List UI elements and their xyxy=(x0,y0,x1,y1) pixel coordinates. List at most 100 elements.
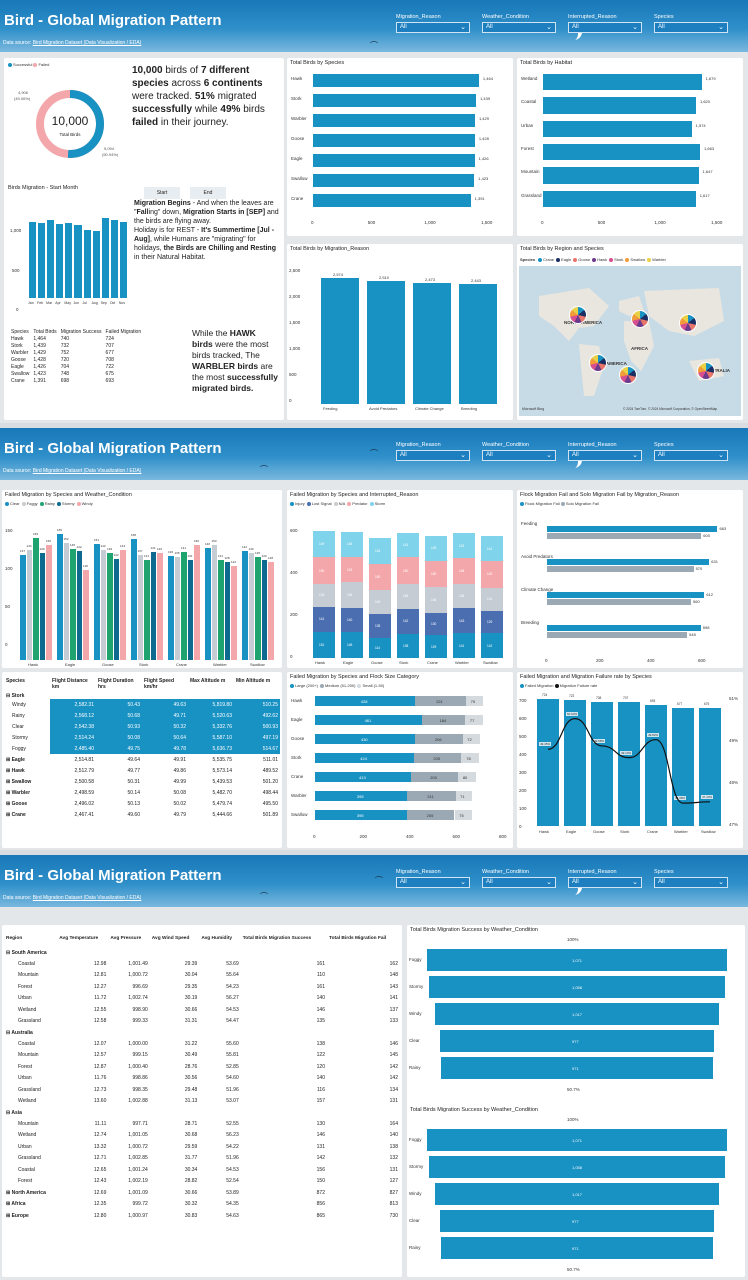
table-row[interactable]: ⊞ Crane 2,467.41 49.60 49.79 5,444.66 501.89 xyxy=(4,809,280,820)
table-row[interactable]: Mountain 12.57 999.15 30.49 55.81 122 145 xyxy=(4,1050,400,1062)
table-row[interactable]: Grassland 12.73 998.35 29.48 51.96 116 134 xyxy=(4,1084,400,1096)
slicer-dropdown[interactable]: All ⌄ xyxy=(568,450,642,461)
table-row[interactable]: Foggy 2,485.40 49.75 49.78 5,636.73 514.67 xyxy=(4,743,280,754)
slicer-dropdown[interactable]: All ⌄ xyxy=(396,22,470,33)
region-pie[interactable] xyxy=(569,306,587,324)
species-summary-table[interactable]: Species Total Birds Migration Success Faile… xyxy=(9,328,143,384)
table-row[interactable]: Urban 11.76 998.86 30.56 54.60 140 142 xyxy=(4,1073,400,1085)
slicer-migration-reason[interactable]: Migration_Reason All ⌄ xyxy=(396,869,470,888)
table-row[interactable]: Mountain 12.81 1,000.72 30.04 55.64 110 148 xyxy=(4,970,400,982)
chart-title: Failed Migration by Species and Flock Si… xyxy=(290,674,420,680)
table-row[interactable]: Wetland 12.55 998.90 30.66 54.53 146 137 xyxy=(4,1004,400,1016)
table-row[interactable]: Crane 1,391 698 693 xyxy=(9,377,143,384)
table-row[interactable]: Goose 1,428 720 708 xyxy=(9,356,143,363)
slicer-species[interactable]: Species All ⌄ xyxy=(654,869,728,888)
table-row[interactable]: Coastal 12.65 1,001.24 30.34 54.53 156 131 xyxy=(4,1164,400,1176)
region-pie[interactable] xyxy=(589,354,607,372)
table-row[interactable]: ⊞ Europe 12.80 1,000.97 30.83 54.63 865 730 xyxy=(4,1210,400,1222)
slicer-dropdown[interactable]: All ⌄ xyxy=(396,877,470,888)
table-row[interactable]: Warbler 1,429 752 677 xyxy=(9,349,143,356)
table-row[interactable]: Urban 11.72 1,002.74 30.19 56.27 140 141 xyxy=(4,993,400,1005)
table-row[interactable]: Coastal 12.98 1,001.49 29.39 53.69 161 162 xyxy=(4,958,400,970)
reason-bar-chart[interactable]: 2,500 2,000 1,500 1,000 500 0 2,574 Feeding 2,51… xyxy=(287,256,513,420)
slicer-dropdown[interactable]: All ⌄ xyxy=(396,450,470,461)
table-row[interactable]: Rainy 2,568.12 50.68 49.71 5,520.63 492.62 xyxy=(4,710,280,721)
flight-stats-table[interactable]: Species Flight Distance km Flight Duration… xyxy=(4,678,280,820)
table-cell: 49.75 xyxy=(96,743,142,754)
slicer-weather-condition[interactable]: Weather_Condition All ⌄ xyxy=(482,442,556,461)
table-row[interactable]: Stormy 2,514.24 50.08 50.64 5,587.10 497.19 xyxy=(4,732,280,743)
table-row[interactable]: ⊞ Swallow 2,500.58 50.31 49.99 5,439.53 501.2… xyxy=(4,776,280,787)
interrupted-stacked-chart[interactable]: 600 400 200 0 151 141 133 150 149 Hawk 148 140 146 14… xyxy=(287,508,513,668)
table-row[interactable]: Hawk 1,464 740 724 xyxy=(9,335,143,342)
failure-rate-combo-chart[interactable]: 700 600 500 400 300 200 100 0 51% 49% 48% 47% 724 Haw… xyxy=(517,690,743,848)
slicer-dropdown[interactable]: All ⌄ xyxy=(482,22,556,33)
table-row[interactable]: Swallow 1,423 748 675 xyxy=(9,370,143,377)
table-row[interactable]: Stork 1,439 732 707 xyxy=(9,342,143,349)
y-tick: 1,000 xyxy=(289,346,301,351)
region-habitat-table[interactable]: Region Avg Temperature Avg Pressure Avg Win… xyxy=(4,929,400,1222)
table-row[interactable]: Forest 12.43 1,002.19 28.82 52.54 150 127 xyxy=(4,1176,400,1188)
slicer-interrupted-reason[interactable]: Interrupted_Reason All ⌄ xyxy=(568,442,642,461)
slicer-dropdown[interactable]: All ⌄ xyxy=(654,22,728,33)
table-row[interactable]: Urban 13.32 1,000.72 29.59 54.22 131 138 xyxy=(4,1141,400,1153)
table-row[interactable]: Windy 2,582.31 50.43 49.63 5,819.80 510.25 xyxy=(4,699,280,710)
slicer-species[interactable]: Species All ⌄ xyxy=(654,442,728,461)
table-row[interactable]: ⊞ North America 12.69 1,001.09 30.66 53.89 87… xyxy=(4,1187,400,1199)
slicer-dropdown[interactable]: All ⌄ xyxy=(482,877,556,888)
habitat-bar-chart[interactable]: Wetland 1,679 Coastal 1,620 Urban 1,574 Forest… xyxy=(517,70,743,236)
bar xyxy=(39,553,45,660)
source-link[interactable]: Bird Migration Dataset (Data Visualizati… xyxy=(32,40,142,46)
weather-success-funnel-1[interactable]: Total Birds Migration Success by Weather… xyxy=(407,925,745,1101)
table-cell: Wetland xyxy=(18,1098,37,1105)
region-pie[interactable] xyxy=(619,366,637,384)
slicer-dropdown[interactable]: All ⌄ xyxy=(654,450,728,461)
table-row[interactable]: Grassland 12.58 999.33 31.31 54.47 135 133 xyxy=(4,1016,400,1028)
slicer-dropdown[interactable]: All ⌄ xyxy=(568,877,642,888)
slicer-dropdown[interactable]: All ⌄ xyxy=(654,877,728,888)
table-row[interactable]: Coastal 12.07 1,000.00 31.22 55.60 138 146 xyxy=(4,1038,400,1050)
table-header: Migration Success xyxy=(60,328,102,335)
flock-size-stacked-chart[interactable]: Hawk 428 221 75 Eagle 461 184 77 Goose 430 206 72 St… xyxy=(287,690,513,848)
start-button[interactable]: Start xyxy=(144,187,180,199)
slicer-weather-condition[interactable]: Weather_Condition All ⌄ xyxy=(482,14,556,33)
table-cell: 29.59 xyxy=(184,1143,198,1150)
source-link[interactable]: Bird Migration Dataset (Data Visualizati… xyxy=(32,468,142,474)
slicer-interrupted-reason[interactable]: Interrupted_Reason All ⌄ xyxy=(568,869,642,888)
slicer-weather-condition[interactable]: Weather_Condition All ⌄ xyxy=(482,869,556,888)
legend-swatch xyxy=(609,257,614,262)
table-row[interactable]: ⊞ Hawk 2,512.79 49.77 49.86 5,573.14 489.52 xyxy=(4,765,280,776)
table-row[interactable]: Forest 12.87 1,000.40 28.76 52.85 120 142 xyxy=(4,1061,400,1073)
table-row[interactable]: ⊞ Goose 2,496.02 50.13 50.02 5,479.74 495.50 xyxy=(4,798,280,809)
flock-solo-bar-chart[interactable]: Feeding 663 600 Avoid Predators 631 570 Climat… xyxy=(517,508,743,668)
slicer-species[interactable]: Species All ⌄ xyxy=(654,14,728,33)
region-pie[interactable] xyxy=(631,310,649,328)
table-row[interactable]: Mountain 11.11 997.71 28.71 52.55 130 164 xyxy=(4,1118,400,1130)
table-row[interactable]: Eagle 1,426 704 722 xyxy=(9,363,143,370)
success-donut-chart[interactable] xyxy=(34,88,106,160)
slicer-dropdown[interactable]: All ⌄ xyxy=(482,450,556,461)
table-row[interactable]: Forest 12.27 996.69 29.35 54.23 161 143 xyxy=(4,981,400,993)
weather-clustered-bar-chart[interactable]: 150 100 50 0 137 144 159 139 150 Hawk 165 152 145 142… xyxy=(2,508,282,668)
slicer-migration-reason[interactable]: Migration_Reason All ⌄ xyxy=(396,14,470,33)
world-map[interactable]: NORTH AMERICA ASIA AFRICA SOUTH AMERICA … xyxy=(519,266,741,416)
table-row[interactable]: ⊞ Eagle 2,514.81 49.64 49.91 5,535.75 511.01 xyxy=(4,754,280,765)
table-row[interactable]: Clear 2,542.38 50.93 50.32 5,332.76 500.93 xyxy=(4,721,280,732)
table-row[interactable]: Wetland 12.74 1,001.05 30.68 56.23 146 140 xyxy=(4,1130,400,1142)
source-link[interactable]: Bird Migration Dataset (Data Visualizati… xyxy=(32,895,142,901)
slicer-migration-reason[interactable]: Migration_Reason All ⌄ xyxy=(396,442,470,461)
table-row[interactable]: ⊞ Warbler 2,498.59 50.14 50.08 5,482.70 498.4… xyxy=(4,787,280,798)
start-month-bar-chart[interactable]: Jan Feb Mar Apr May Jun Jul Aug Sep Oct Nov xyxy=(28,198,128,310)
data-label: 135 xyxy=(255,550,261,555)
species-bar-chart[interactable]: Hawk 1,464 Stork 1,439 Warbler 1,429 Goose 1,42… xyxy=(287,70,513,236)
weather-success-funnel-2[interactable]: Total Birds Migration Success by Weather… xyxy=(407,1105,745,1277)
table-row[interactable]: ⊞ Africa 12.35 999.72 30.32 54.35 856 813 xyxy=(4,1199,400,1211)
region-pie[interactable] xyxy=(697,362,715,380)
table-row[interactable]: Wetland 13.60 1,002.88 31.13 53.07 157 131 xyxy=(4,1096,400,1108)
x-tick: 200 xyxy=(596,658,604,663)
table-row[interactable]: Grassland 12.71 1,002.85 31.77 51.96 142 132 xyxy=(4,1153,400,1165)
slicer-interrupted-reason[interactable]: Interrupted_Reason All ⌄ xyxy=(568,14,642,33)
slicer-dropdown[interactable]: All ⌄ xyxy=(568,22,642,33)
region-pie[interactable] xyxy=(679,314,697,332)
end-button[interactable]: End xyxy=(190,187,226,199)
